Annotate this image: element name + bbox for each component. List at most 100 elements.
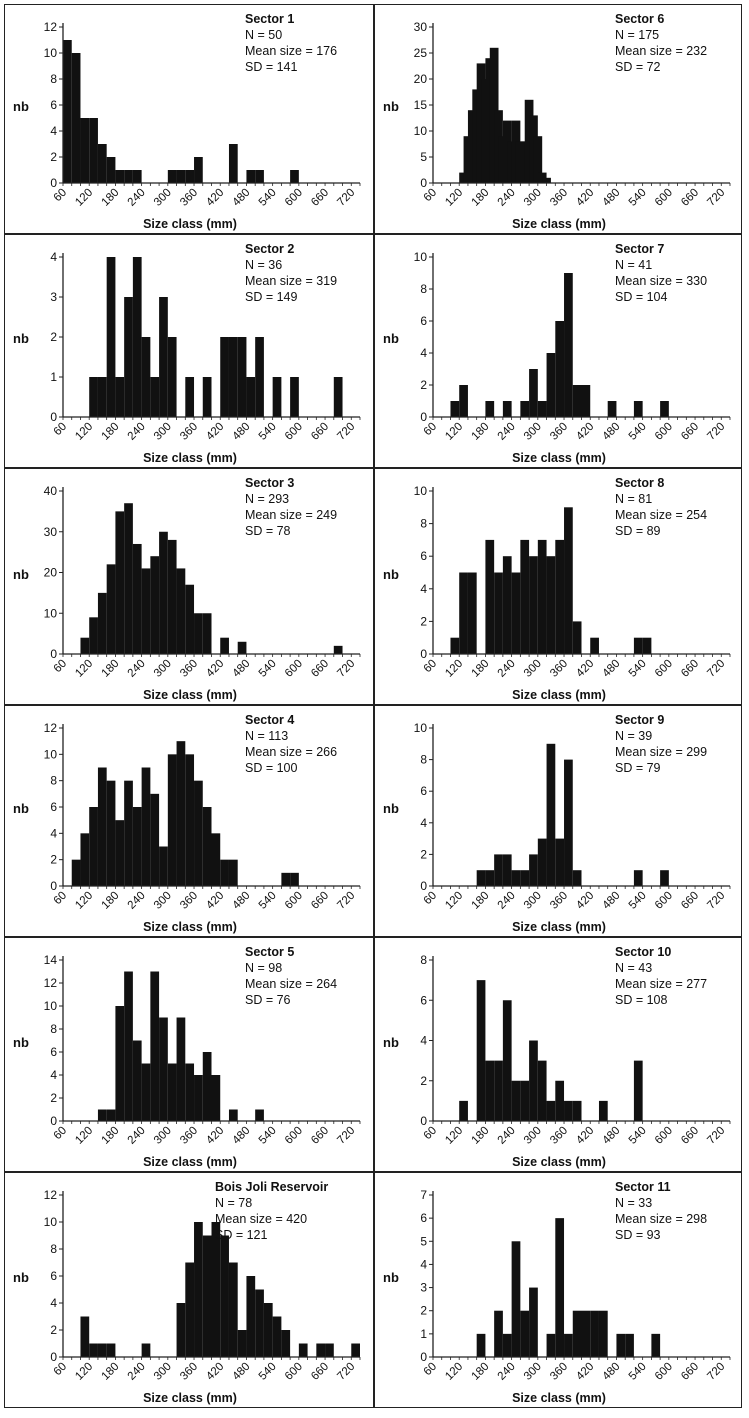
histogram-bar (633, 637, 643, 654)
histogram-bar (124, 503, 133, 654)
stat-line: N = 175 (615, 28, 660, 42)
panel-title: Bois Joli Reservoir (215, 1180, 329, 1194)
histogram-bar (607, 401, 617, 417)
x-tick-label: 540 (627, 658, 649, 680)
histogram-bar (476, 63, 486, 183)
y-tick-label: 2 (50, 330, 57, 344)
stat-line: SD = 79 (615, 761, 661, 775)
histogram-bar (511, 1080, 521, 1121)
histogram-bar (660, 401, 669, 417)
x-tick-label: 420 (574, 187, 596, 209)
histogram-bar (281, 1330, 291, 1357)
y-tick-label: 25 (414, 46, 428, 60)
y-tick-label: 0 (420, 879, 427, 893)
x-tick-label: 720 (335, 421, 357, 443)
histogram-bar (228, 337, 238, 417)
x-tick-label: 180 (469, 658, 491, 680)
x-tick-label: 300 (152, 1361, 174, 1383)
histogram-panel: 0 1 2 3 4 5 6 7 60 120 180 240 300 360 420 480 540 600 660… (374, 1172, 742, 1408)
histogram-bar (89, 118, 98, 183)
x-tick-label: 360 (178, 658, 200, 680)
x-tick-label: 180 (469, 1125, 491, 1147)
y-tick-label: 8 (50, 1242, 57, 1256)
histogram-bar (97, 377, 107, 417)
x-tick-label: 360 (548, 421, 570, 443)
histogram-bar (80, 118, 90, 183)
y-axis-label: nb (383, 1270, 399, 1285)
histogram-bar (555, 838, 565, 886)
x-tick-label: 600 (653, 1361, 675, 1383)
x-tick-label: 360 (178, 421, 200, 443)
x-tick-label: 660 (679, 187, 701, 209)
panel-title: Sector 4 (245, 713, 295, 727)
histogram-bar (132, 807, 142, 886)
x-tick-label: 120 (443, 890, 465, 912)
histogram-bar (581, 1310, 591, 1357)
x-tick-label: 420 (204, 1361, 226, 1383)
panel-title: Sector 2 (245, 242, 295, 256)
histogram-bar (598, 1310, 608, 1357)
x-tick-label: 360 (178, 1125, 200, 1147)
histogram-bar (555, 1080, 565, 1121)
histogram-bar (502, 1000, 512, 1121)
histogram-bar (542, 177, 551, 183)
y-tick-label: 5 (420, 150, 427, 164)
histogram-bar (246, 170, 256, 183)
histogram-bar (220, 337, 229, 417)
histogram-bar (467, 110, 477, 183)
histogram-bar (89, 377, 98, 417)
stat-line: Mean size = 264 (245, 977, 338, 991)
histogram-bar (211, 1222, 221, 1357)
histogram-bar (564, 507, 573, 654)
stat-line: SD = 93 (615, 1228, 661, 1242)
y-axis-label: nb (13, 1270, 29, 1285)
x-tick-label: 600 (283, 1125, 305, 1147)
x-tick-label: 480 (231, 1125, 253, 1147)
y-tick-label: 8 (420, 282, 427, 296)
x-tick-label: 480 (601, 1125, 623, 1147)
y-tick-label: 2 (50, 853, 57, 867)
x-tick-label: 180 (99, 1125, 121, 1147)
y-tick-label: 8 (50, 774, 57, 788)
stat-line: Mean size = 298 (615, 1212, 708, 1226)
x-tick-label: 120 (443, 421, 465, 443)
y-tick-label: 0 (50, 1350, 57, 1364)
stat-line: N = 113 (245, 729, 289, 743)
histogram-bar (511, 572, 521, 654)
histogram-bar (89, 1343, 98, 1357)
y-tick-label: 6 (420, 549, 427, 563)
x-tick-label: 660 (679, 890, 701, 912)
histogram-bar (150, 556, 160, 654)
panel-title: Sector 5 (245, 945, 295, 959)
y-axis-label: nb (13, 1034, 29, 1050)
y-tick-label: 6 (50, 800, 57, 814)
stat-line: N = 78 (215, 1196, 253, 1210)
x-tick-label: 660 (309, 890, 331, 912)
histogram-bar (459, 172, 468, 183)
histogram-bar (502, 556, 512, 654)
y-tick-label: 14 (44, 953, 58, 967)
stats-annotation: Sector 7 N = 41 Mean size = 330 SD = 104 (615, 241, 707, 305)
histogram-bar (529, 1040, 538, 1121)
y-tick-label: 10 (414, 484, 428, 498)
x-tick-label: 420 (204, 421, 226, 443)
y-tick-label: 20 (44, 566, 58, 580)
histogram-panel: 0 2 4 6 8 10 60 120 180 240 300 360 420 480 540 600 660 7… (374, 234, 742, 468)
x-tick-label: 120 (443, 1361, 465, 1383)
x-tick-label: 720 (335, 1361, 357, 1383)
x-tick-label: 540 (627, 187, 649, 209)
stat-line: SD = 76 (245, 993, 291, 1007)
histogram-bar (511, 870, 521, 886)
stats-annotation: Sector 5 N = 98 Mean size = 264 SD = 76 (245, 944, 337, 1008)
histogram-bar (255, 1109, 264, 1121)
histogram-bar (132, 257, 142, 417)
x-tick-label: 180 (99, 187, 121, 209)
histogram-bar (546, 556, 556, 654)
x-tick-label: 360 (548, 890, 570, 912)
x-tick-label: 420 (574, 421, 596, 443)
histogram-bar (106, 257, 116, 417)
x-tick-label: 300 (522, 1125, 544, 1147)
